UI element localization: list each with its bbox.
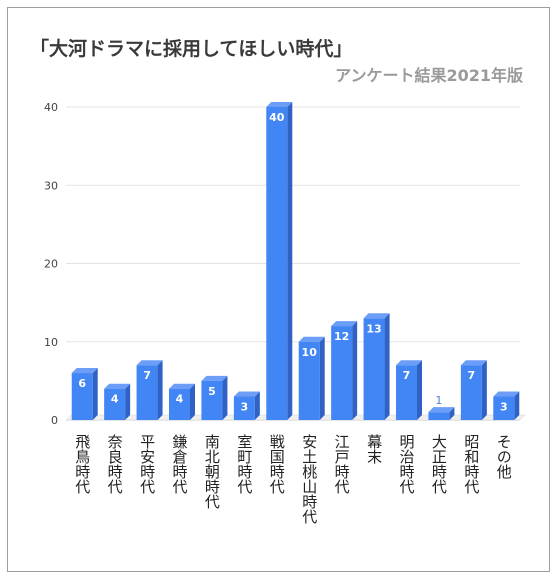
chart-floor [65, 414, 526, 421]
bar-top [169, 383, 195, 389]
bar [71, 373, 93, 420]
x-category-label: 奈良時代 [106, 434, 124, 495]
data-label: 1 [435, 394, 442, 407]
bar [201, 380, 223, 420]
chart-subtitle: アンケート結果2021年版 [335, 66, 523, 85]
data-label: 6 [78, 377, 86, 390]
x-category-label: その他 [495, 434, 513, 480]
bar [460, 365, 482, 420]
bar [428, 412, 450, 420]
x-category-label: 安土桃山時代 [300, 434, 318, 525]
bar-side [514, 391, 520, 420]
bar-side [352, 321, 358, 420]
bar-group: 12 [331, 321, 358, 420]
x-category-label: 室町時代 [235, 434, 253, 495]
x-category-label: 江戸時代 [333, 434, 351, 495]
bar-side [384, 313, 390, 420]
bar [493, 396, 515, 420]
bar [298, 341, 320, 420]
bar-group: 4 [104, 383, 131, 420]
bar [169, 388, 190, 420]
x-category-label: 平安時代 [138, 434, 156, 495]
bar [363, 318, 385, 420]
bar [396, 365, 417, 420]
bar-top [201, 375, 228, 381]
x-category-label: 飛鳥時代 [73, 434, 91, 495]
bar-group: 5 [201, 375, 228, 420]
data-label: 10 [302, 346, 318, 359]
bar-side [319, 336, 325, 420]
bar-group: 4 [169, 383, 195, 420]
data-label: 4 [111, 393, 119, 406]
data-label: 7 [403, 369, 411, 382]
bar-group: 40 [266, 102, 293, 420]
bar-top [71, 368, 98, 374]
bar-group: 7 [136, 360, 163, 420]
bar [104, 388, 126, 420]
y-tick-label: 40 [44, 101, 58, 114]
data-label: 3 [500, 401, 508, 414]
x-category-label: 昭和時代 [462, 434, 480, 495]
chart-title: 「大河ドラマに採用してほしい時代」 [30, 38, 353, 60]
bar-top [428, 407, 455, 413]
bar-top [136, 360, 163, 366]
data-label: 4 [176, 393, 184, 406]
bar-group: 13 [363, 313, 390, 420]
bar-group: 3 [493, 391, 520, 420]
x-category-label: 鎌倉時代 [171, 434, 189, 495]
bar-side [92, 368, 98, 420]
bar-group: 1 [428, 394, 455, 420]
bar-side [157, 360, 163, 420]
data-label: 13 [366, 322, 381, 335]
data-label: 7 [143, 369, 151, 382]
x-category-label: 大正時代 [430, 434, 448, 495]
bar-side [417, 360, 422, 420]
bar [136, 365, 158, 420]
data-label: 3 [241, 401, 249, 414]
bar-top [266, 102, 293, 107]
bar-side [481, 360, 487, 420]
x-category-label: 明治時代 [398, 434, 416, 495]
bar-group: 3 [233, 391, 260, 420]
y-tick-label: 30 [44, 179, 58, 192]
data-label: 7 [468, 369, 476, 382]
y-tick-label: 0 [51, 414, 58, 427]
data-label: 5 [208, 385, 216, 398]
bar-top [104, 383, 131, 389]
bar [266, 107, 288, 420]
bar [233, 396, 255, 420]
bar-top [493, 391, 520, 397]
bar-top [233, 391, 260, 397]
x-category-label: 幕末 [365, 434, 383, 464]
bar-group: 10 [298, 336, 325, 420]
x-category-label: 戦国時代 [268, 434, 286, 495]
bar-top [363, 313, 390, 319]
bar [331, 326, 353, 420]
bar-group: 7 [460, 360, 487, 420]
data-label: 12 [334, 330, 349, 343]
bar-group: 6 [71, 368, 98, 420]
y-tick-label: 20 [44, 258, 58, 271]
data-label: 40 [269, 111, 285, 124]
bar-side [449, 407, 455, 420]
bar-top [298, 336, 325, 342]
bar-group: 7 [396, 360, 422, 420]
bar-side [287, 102, 293, 420]
bar-side [125, 383, 131, 420]
bar-side [190, 383, 195, 420]
bar-top [331, 321, 358, 327]
bar-side [254, 391, 260, 420]
bar-top [396, 360, 422, 366]
x-category-label: 南北朝時代 [203, 434, 221, 510]
y-tick-label: 10 [44, 336, 58, 349]
bar-side [222, 375, 228, 420]
bar-top [460, 360, 487, 366]
